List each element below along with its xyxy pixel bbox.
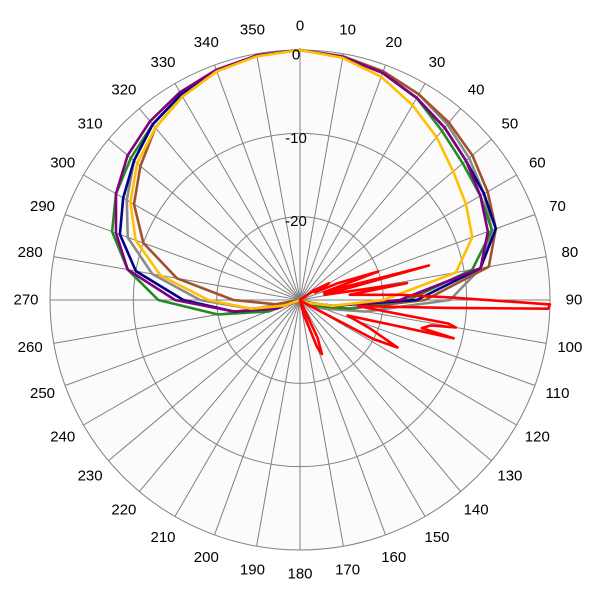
angle-tick-label: 0	[296, 18, 304, 35]
angle-tick-label: 100	[557, 339, 582, 356]
angle-tick-label: 90	[566, 292, 583, 309]
angle-tick-label: 70	[549, 198, 566, 215]
angle-gridline	[174, 299, 301, 517]
angle-gridline	[174, 83, 301, 301]
angle-tick-label: 130	[497, 468, 522, 485]
angle-tick-label: 190	[240, 561, 265, 578]
radial-tick-label: -10	[285, 130, 307, 147]
angle-gridline	[299, 299, 536, 386]
angle-gridline	[299, 299, 492, 462]
radial-tick-label: 0	[292, 47, 300, 64]
angle-gridline	[299, 138, 492, 301]
angle-tick-label: 310	[78, 115, 103, 132]
angle-tick-label: 200	[194, 549, 219, 566]
angle-tick-label: 320	[111, 82, 136, 99]
angle-tick-label: 30	[429, 54, 446, 71]
angle-tick-label: 220	[111, 501, 136, 518]
angle-tick-label: 210	[150, 529, 175, 546]
angle-tick-label: 260	[18, 339, 43, 356]
angle-gridline	[108, 299, 301, 462]
angle-gridline	[256, 299, 301, 547]
angle-tick-label: 300	[50, 155, 75, 172]
angle-tick-label: 170	[335, 561, 360, 578]
angle-tick-label: 40	[468, 82, 485, 99]
radial-tick-label: -20	[285, 213, 307, 230]
angle-gridline	[138, 299, 301, 492]
angle-tick-label: 50	[502, 115, 519, 132]
angle-gridline	[256, 53, 301, 301]
angle-tick-label: 280	[18, 244, 43, 261]
angle-tick-label: 350	[240, 22, 265, 39]
angle-gridline	[299, 53, 344, 301]
angle-gridline	[83, 174, 301, 301]
angle-tick-label: 230	[78, 468, 103, 485]
angle-gridline	[299, 83, 426, 301]
series-layer	[110, 48, 552, 356]
angle-tick-label: 150	[424, 529, 449, 546]
angle-tick-label: 10	[339, 22, 356, 39]
angle-gridline	[64, 214, 301, 301]
angle-tick-label: 250	[30, 385, 55, 402]
angle-tick-label: 180	[287, 566, 312, 583]
angle-gridline	[299, 108, 462, 301]
angle-tick-label: 120	[525, 429, 550, 446]
angle-gridline	[299, 64, 386, 301]
angle-tick-labels: 0 10 20 30 40 50 60 70 80 90 100 110 120 130 140 150 160…	[13, 18, 582, 583]
angle-tick-label: 60	[529, 155, 546, 172]
angle-tick-label: 240	[50, 429, 75, 446]
radial-tick-labels: 0 -10 -20	[285, 47, 307, 231]
angle-tick-label: 330	[150, 54, 175, 71]
angle-gridline	[299, 299, 426, 517]
angle-tick-label: 270	[13, 292, 38, 309]
series-line	[298, 264, 552, 356]
angle-gridline	[299, 299, 344, 547]
angle-tick-label: 340	[194, 34, 219, 51]
angle-tick-label: 160	[381, 549, 406, 566]
angle-gridline	[214, 299, 301, 536]
angle-gridline	[214, 64, 301, 301]
angle-tick-label: 80	[561, 244, 578, 261]
angle-gridline	[138, 108, 301, 301]
angle-tick-label: 20	[385, 34, 402, 51]
angle-tick-label: 290	[30, 198, 55, 215]
angle-gridline	[64, 299, 301, 386]
angle-tick-label: 140	[464, 501, 489, 518]
angle-gridline	[299, 299, 462, 492]
angle-gridline	[83, 299, 301, 426]
angle-tick-label: 110	[546, 385, 570, 402]
